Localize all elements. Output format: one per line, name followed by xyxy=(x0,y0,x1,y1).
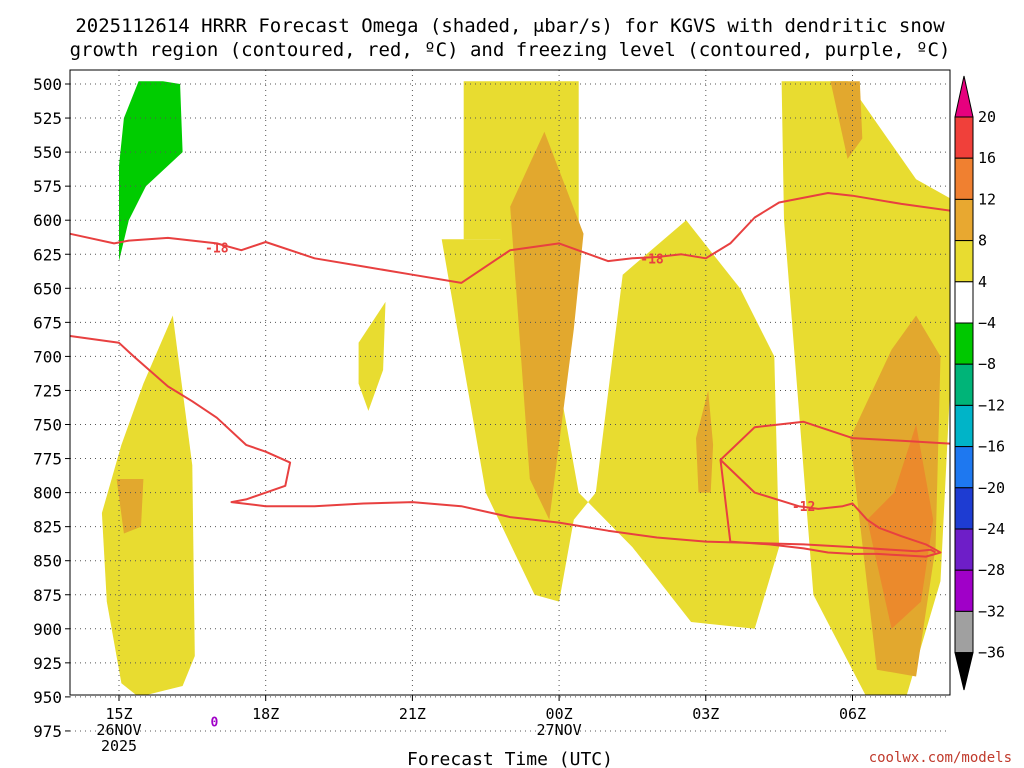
omega-shading xyxy=(101,81,950,695)
colorbar-tick-11: −28 xyxy=(978,561,1005,579)
colorbar-swatch-4 xyxy=(954,240,974,283)
omega-region-5 xyxy=(101,315,195,695)
colorbar-swatch-11 xyxy=(954,528,974,571)
contour-labels: -18 -18 -12 0 xyxy=(205,241,815,730)
colorbar-top-arrow xyxy=(954,75,974,118)
y-axis: 500 525 550 575 600 625 650 675 700 725 750 775 800 8… xyxy=(33,75,70,741)
y-tick-label-875: 875 xyxy=(33,586,62,605)
colorbar-tick-2: 12 xyxy=(978,190,996,208)
colorbar-bottom-arrow xyxy=(954,652,974,691)
y-tick-label-575: 575 xyxy=(33,177,62,196)
colorbar-swatch-1 xyxy=(954,116,974,159)
colorbar-tick-0: 20 xyxy=(978,108,996,126)
y-tick-label-725: 725 xyxy=(33,381,62,400)
colorbar-swatch-3 xyxy=(954,198,974,242)
contour-label-1: -18 xyxy=(205,241,229,256)
y-tick-label-825: 825 xyxy=(33,518,62,537)
colorbar-tick-8: −16 xyxy=(978,438,1005,456)
y-tick-label-650: 650 xyxy=(33,279,62,298)
x-tick-label-00Z-0: 00Z xyxy=(546,705,573,723)
contour-line-3 xyxy=(719,420,950,558)
grid-lines xyxy=(70,70,950,732)
x-tick-label-15Z-0: 15Z xyxy=(105,705,132,723)
x-tick-label-06Z-0: 06Z xyxy=(839,705,866,723)
contour-line-1 xyxy=(70,192,950,284)
y-tick-label-950: 950 xyxy=(33,688,62,707)
omega-region-3 xyxy=(441,179,780,629)
colorbar-swatch-10 xyxy=(954,487,974,530)
y-tick-label-925: 925 xyxy=(33,654,62,673)
y-tick-label-525: 525 xyxy=(33,109,62,128)
omega-region-1 xyxy=(119,81,183,262)
colorbar-tick-1: 16 xyxy=(978,149,996,167)
omega-region-11 xyxy=(116,479,144,534)
y-tick-label-550: 550 xyxy=(33,143,62,162)
y-tick-label-975: 975 xyxy=(33,722,62,741)
y-tick-label-500: 500 xyxy=(33,75,62,94)
contour-line-2 xyxy=(70,335,937,554)
y-tick-label-800: 800 xyxy=(33,484,62,503)
colorbar: 20 16 12 8 4 −4 −8 −12 −16 −20 −24 −28 −32 −36 xyxy=(954,75,1005,691)
contour-label-2: -18 xyxy=(640,252,664,267)
colorbar-swatch-2 xyxy=(954,157,974,200)
colorbar-tick-5: −4 xyxy=(978,314,996,332)
y-tick-label-625: 625 xyxy=(33,245,62,264)
colorbar-tick-6: −8 xyxy=(978,355,996,373)
temperature-contours xyxy=(70,192,950,738)
x-tick-label-03Z-0: 03Z xyxy=(692,705,719,723)
contour-label-4: 0 xyxy=(210,715,218,730)
plot-frame xyxy=(69,69,951,696)
omega-region-6 xyxy=(358,301,386,411)
colorbar-tick-4: 4 xyxy=(978,273,987,291)
y-tick-label-750: 750 xyxy=(33,416,62,435)
colorbar-tick-10: −24 xyxy=(978,520,1005,538)
colorbar-swatch-13 xyxy=(954,610,974,654)
y-tick-label-900: 900 xyxy=(33,620,62,639)
colorbar-swatch-6 xyxy=(954,322,974,365)
y-tick-label-700: 700 xyxy=(33,347,62,366)
colorbar-tick-7: −12 xyxy=(978,396,1005,414)
y-tick-label-675: 675 xyxy=(33,313,62,332)
x-tick-label-00Z-1: 27NOV xyxy=(537,721,582,739)
contour-label-3: -12 xyxy=(792,500,815,515)
colorbar-swatch-12 xyxy=(954,569,974,612)
x-tick-label-18Z-0: 18Z xyxy=(252,705,279,723)
colorbar-tick-9: −20 xyxy=(978,479,1005,497)
y-tick-label-775: 775 xyxy=(33,450,62,469)
omega-region-8 xyxy=(696,390,714,493)
colorbar-tick-13: −36 xyxy=(978,644,1005,662)
x-tick-label-15Z-2: 2025 xyxy=(101,737,137,755)
omega-region-7 xyxy=(510,131,584,520)
credit-text: coolwx.com/models xyxy=(869,750,1012,766)
colorbar-tick-3: 8 xyxy=(978,232,987,250)
colorbar-swatch-8 xyxy=(954,404,974,448)
contour-line-4 xyxy=(70,700,549,738)
chart-title-line-2: growth region (contoured, red, ºC) and f… xyxy=(70,39,951,61)
y-tick-label-600: 600 xyxy=(33,211,62,230)
colorbar-swatch-7 xyxy=(954,363,974,406)
x-axis-label: Forecast Time (UTC) xyxy=(407,749,613,768)
x-tick-label-21Z-0: 21Z xyxy=(399,705,426,723)
chart-title-line-1: 2025112614 HRRR Forecast Omega (shaded, … xyxy=(75,15,945,37)
colorbar-swatch-5 xyxy=(954,281,974,324)
colorbar-tick-12: −32 xyxy=(978,602,1005,620)
colorbar-swatch-9 xyxy=(954,446,974,489)
omega-region-9 xyxy=(830,81,863,159)
y-tick-label-850: 850 xyxy=(33,552,62,571)
x-tick-label-15Z-1: 26NOV xyxy=(96,721,141,739)
